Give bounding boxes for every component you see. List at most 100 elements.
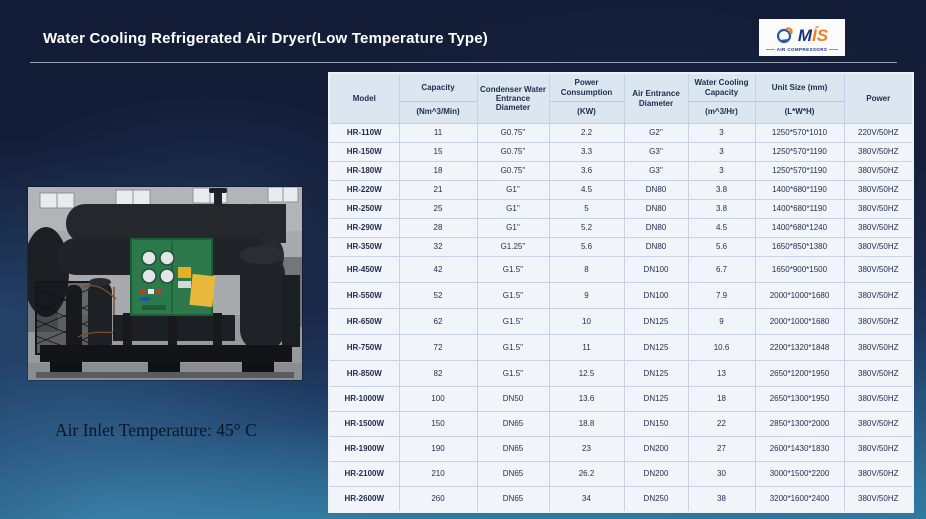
value-cell: 13.6 [548,386,625,412]
table-row: HR-290W 28 G1'' 5.2 DN80 4.5 1400*680*1240 380V… [328,218,914,238]
value-cell: DN50 [476,386,550,412]
brand-wordmark: MÍS [798,27,828,44]
value-cell: 13 [687,360,756,387]
value-cell: G1'' [476,218,550,238]
value-cell: 210 [398,461,478,487]
value-cell: 5 [548,199,625,219]
value-cell: 2650*1200*1950 [754,360,845,387]
value-cell: 380V/50HZ [843,436,914,462]
value-cell: 5.2 [548,218,625,238]
value-cell: 1250*570*1190 [754,142,845,162]
value-cell: 150 [398,411,478,437]
value-cell: DN125 [623,360,689,387]
value-cell: 7.9 [687,282,756,309]
value-cell: 15 [398,142,478,162]
value-cell: 380V/50HZ [843,199,914,219]
value-cell: DN100 [623,282,689,309]
value-cell: 22 [687,411,756,437]
value-cell: DN100 [623,256,689,283]
column-header: Model [328,72,400,124]
value-cell: DN125 [623,334,689,361]
value-cell: 28 [398,218,478,238]
value-cell: 18 [687,386,756,412]
value-cell: DN80 [623,218,689,238]
value-cell: 380V/50HZ [843,218,914,238]
value-cell: 3.3 [548,142,625,162]
value-cell: 1400*680*1240 [754,218,845,238]
table-row: HR-850W 82 G1.5'' 12.5 DN125 13 2650*1200*1950… [328,360,914,387]
value-cell: 380V/50HZ [843,142,914,162]
value-cell: 42 [398,256,478,283]
value-cell: 10 [548,308,625,335]
brand-tagline: AIR COMPRESSORS [766,47,839,52]
value-cell: 380V/50HZ [843,334,914,361]
value-cell: DN65 [476,486,550,512]
table-row: HR-650W 62 G1.5'' 10 DN125 9 2000*1000*1680 380… [328,308,914,335]
value-cell: 3 [687,161,756,181]
column-header-label: Power Consumption [549,75,624,102]
model-cell: HR-650W [328,308,400,335]
header-row: Model Capacity (Nm^3/Min) Condenser Water E… [328,72,914,124]
value-cell: 380V/50HZ [843,161,914,181]
column-header-label: Condenser Water Entrance Diameter [480,84,546,113]
column-header: Power Consumption (KW) [548,72,625,124]
value-cell: G0.75'' [476,161,550,181]
model-cell: HR-180W [328,161,400,181]
model-cell: HR-220W [328,180,400,200]
column-header-unit: (L*W*H) [784,107,815,117]
model-cell: HR-850W [328,360,400,387]
value-cell: DN80 [623,199,689,219]
table-row: HR-1900W 190 DN65 23 DN200 27 2600*1430*1830 38… [328,436,914,462]
spec-table-body: HR-110W 11 G0.75'' 2.2 G2'' 3 1250*570*1010 220… [328,123,914,512]
column-header: Air Entrance Diameter [623,72,689,124]
table-row: HR-2100W 210 DN65 26.2 DN200 30 3000*1500*2200… [328,461,914,487]
value-cell: 9 [687,308,756,335]
value-cell: 10.6 [687,334,756,361]
value-cell: 1400*680*1190 [754,199,845,219]
value-cell: 21 [398,180,478,200]
value-cell: 1250*570*1190 [754,161,845,181]
value-cell: 34 [548,486,625,512]
table-row: HR-180W 18 G0.75'' 3.6 G3'' 3 1250*570*1190 380… [328,161,914,181]
value-cell: DN200 [623,461,689,487]
column-header-label: Model [352,93,376,103]
value-cell: 18 [398,161,478,181]
page-title: Water Cooling Refrigerated Air Dryer(Low… [43,30,489,47]
brand-logo: MÍS AIR COMPRESSORS [759,19,845,56]
value-cell: 380V/50HZ [843,256,914,283]
value-cell: 3.8 [687,180,756,200]
value-cell: DN80 [623,237,689,257]
value-cell: DN250 [623,486,689,512]
value-cell: G1'' [476,199,550,219]
column-header-label: Capacity [399,75,477,102]
column-header-unit: (KW) [577,107,596,117]
value-cell: DN65 [476,461,550,487]
value-cell: 100 [398,386,478,412]
value-cell: 380V/50HZ [843,386,914,412]
value-cell: 380V/50HZ [843,360,914,387]
model-cell: HR-250W [328,199,400,219]
brand-letters-is: ÍS [812,26,829,45]
table-row: HR-110W 11 G0.75'' 2.2 G2'' 3 1250*570*1010 220… [328,123,914,143]
table-row: HR-2600W 260 DN65 34 DN250 38 3200*1600*2400 38… [328,486,914,512]
value-cell: 260 [398,486,478,512]
value-cell: 6.7 [687,256,756,283]
value-cell: 27 [687,436,756,462]
value-cell: 3 [687,123,756,143]
value-cell: 18.8 [548,411,625,437]
model-cell: HR-1000W [328,386,400,412]
value-cell: G1.5'' [476,282,550,309]
value-cell: 2000*1000*1680 [754,308,845,335]
column-header: Water Cooling Capacity (m^3/Hr) [687,72,756,124]
column-header: Unit Size (mm) (L*W*H) [754,72,845,124]
value-cell: 2.2 [548,123,625,143]
model-cell: HR-150W [328,142,400,162]
value-cell: 2000*1000*1680 [754,282,845,309]
column-header: Capacity (Nm^3/Min) [398,72,478,124]
value-cell: 380V/50HZ [843,486,914,512]
model-cell: HR-2600W [328,486,400,512]
value-cell: 2600*1430*1830 [754,436,845,462]
column-header-unit: (Nm^3/Min) [416,107,460,117]
model-cell: HR-1900W [328,436,400,462]
